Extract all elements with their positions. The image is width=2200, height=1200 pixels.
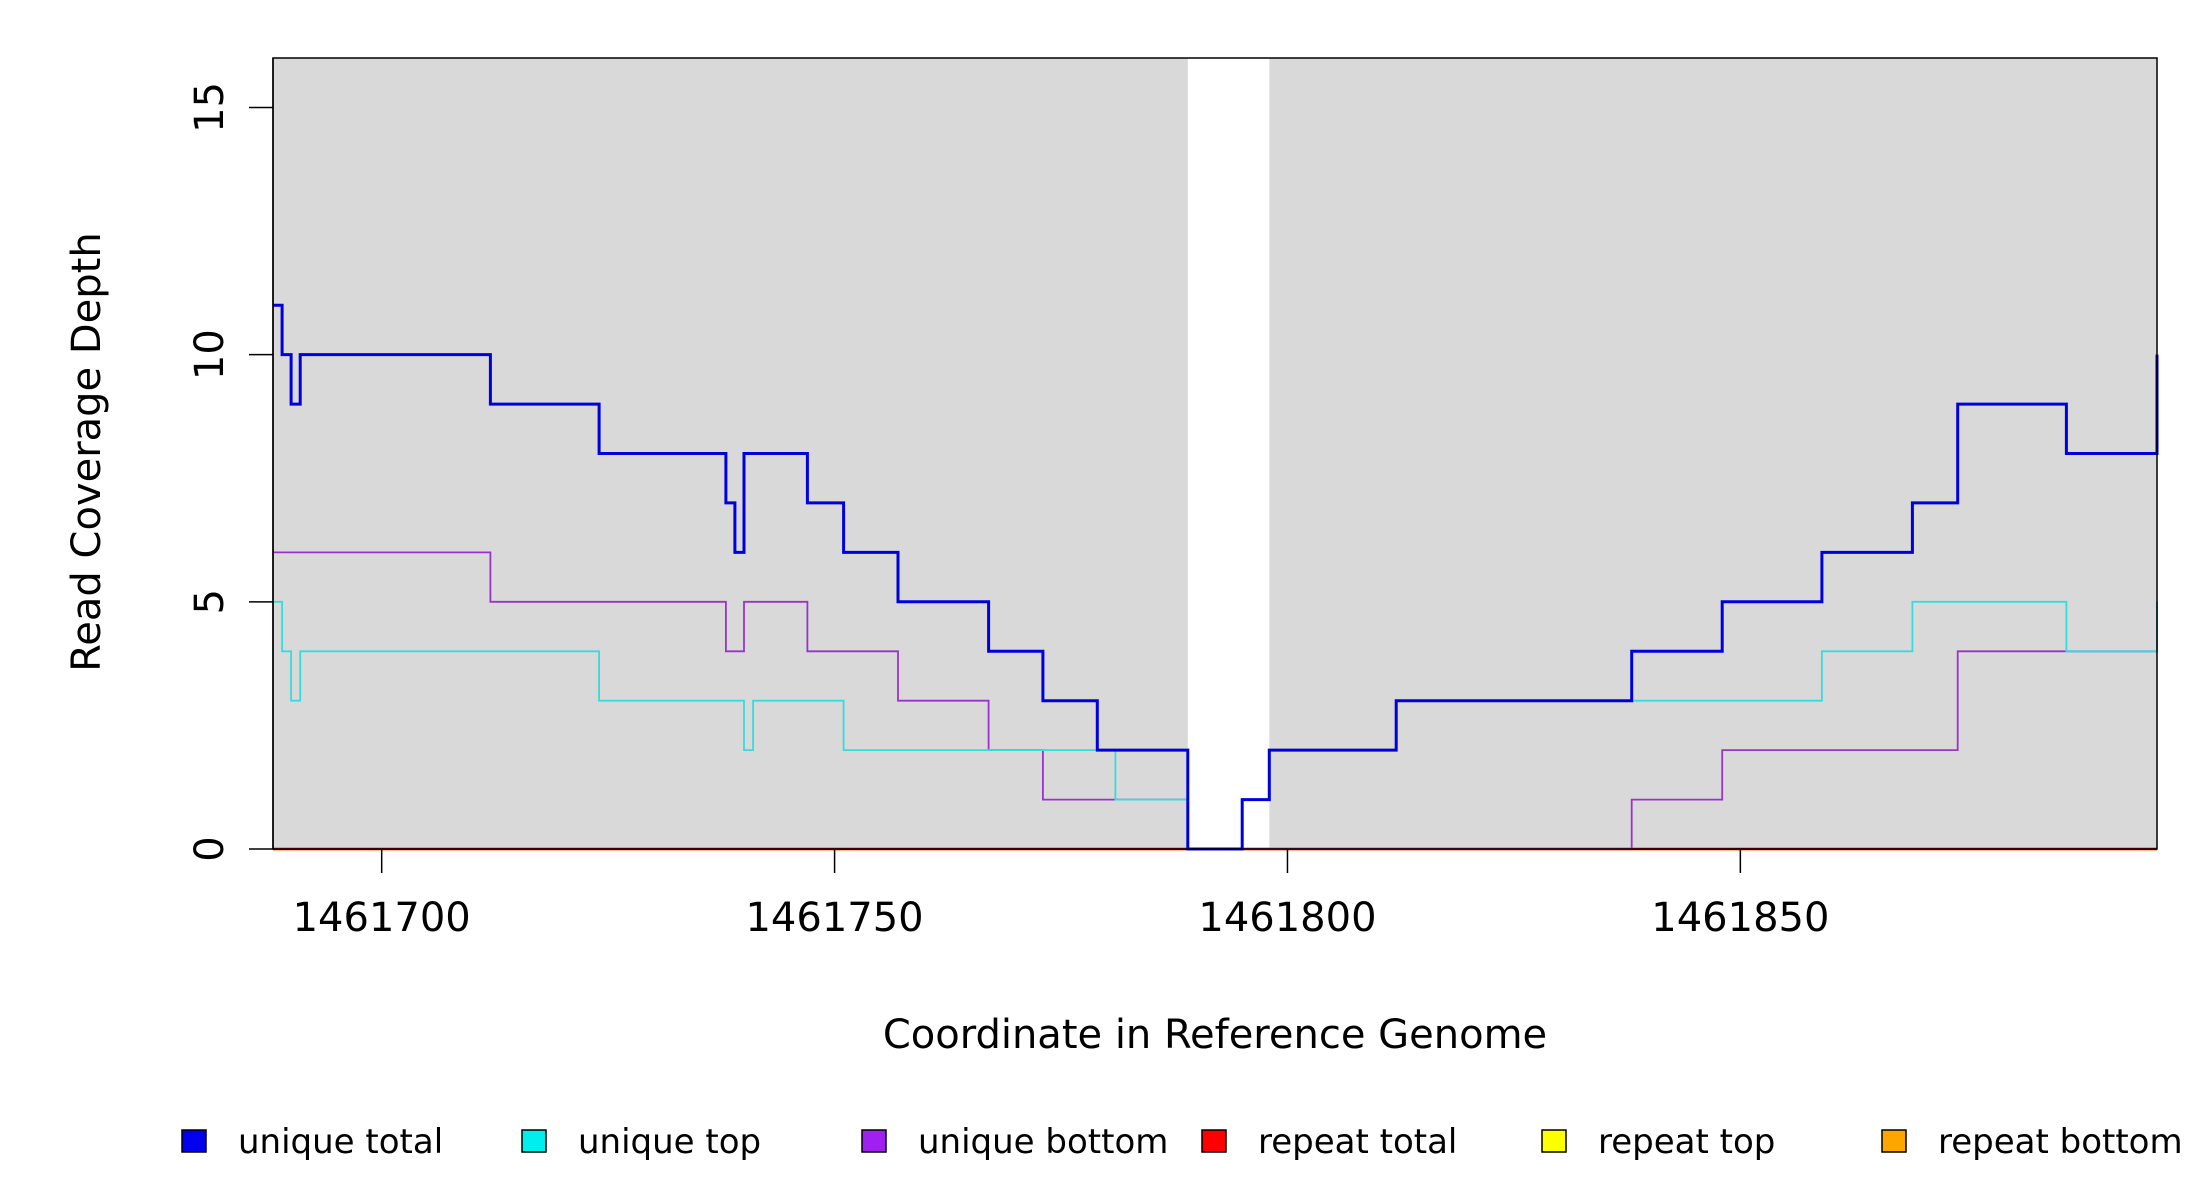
legend-label: unique bottom: [918, 1122, 1168, 1162]
legend-label: unique top: [578, 1122, 761, 1162]
y-tick-label: 5: [187, 589, 233, 614]
legend: unique total unique top unique bottom repea…: [181, 1122, 2183, 1162]
y-axis: 0 5 10 15: [187, 58, 274, 862]
y-tick-label: 15: [187, 82, 233, 133]
y-tick-label: 0: [187, 836, 233, 861]
gap-band: [1187, 58, 1270, 849]
x-axis-label: Coordinate in Reference Genome: [883, 1012, 1547, 1058]
legend-swatch: [861, 1129, 887, 1153]
legend-label: repeat bottom: [1938, 1122, 2183, 1162]
y-axis-label: Read Coverage Depth: [64, 232, 110, 671]
x-axis: 1461700 1461750 1461800 1461850: [293, 849, 1829, 941]
x-tick-label: 1461800: [1198, 895, 1376, 941]
legend-swatch: [1201, 1129, 1227, 1153]
legend-swatch: [1541, 1129, 1567, 1153]
series-line-unique-total: [273, 303, 2159, 851]
legend-label: repeat total: [1258, 1122, 1457, 1162]
x-tick-label: 1461700: [293, 895, 471, 941]
legend-label: repeat top: [1598, 1122, 1775, 1162]
legend-label: unique total: [238, 1122, 443, 1162]
legend-swatch: [181, 1129, 207, 1153]
gap-region: [1187, 58, 1270, 849]
x-tick-label: 1461850: [1651, 895, 1829, 941]
legend-swatch: [1881, 1129, 1907, 1153]
x-tick-label: 1461750: [745, 895, 923, 941]
y-tick-label: 10: [187, 329, 233, 380]
legend-swatch: [521, 1129, 547, 1153]
series-line-unique-top: [273, 600, 2158, 850]
